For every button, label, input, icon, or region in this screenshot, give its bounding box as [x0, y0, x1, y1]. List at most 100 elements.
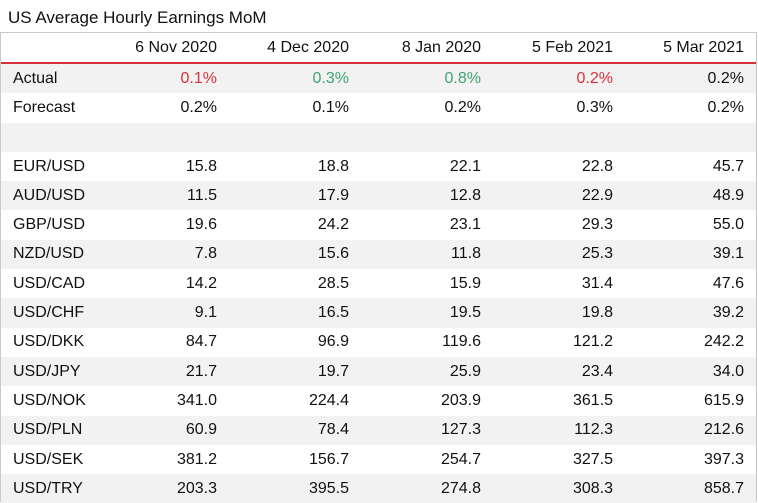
table-row: USD/TRY 203.3 395.5 274.8 308.3 858.7 [1, 474, 756, 503]
forecast-value: 0.1% [312, 98, 349, 116]
actual-value: 0.2% [576, 69, 613, 87]
table-row: USD/CAD 14.2 28.5 15.9 31.4 47.6 [1, 269, 756, 298]
table-cell: 274.8 [440, 479, 481, 497]
column-header: 4 Dec 2020 [267, 38, 349, 56]
table-cell: 47.6 [712, 274, 744, 292]
table-cell: 22.8 [581, 157, 613, 175]
table-cell: 60.9 [185, 421, 217, 439]
table-cell: 381.2 [176, 450, 217, 468]
table-cell: 19.8 [581, 304, 613, 322]
table-row: USD/DKK 84.7 96.9 119.6 121.2 242.2 [1, 328, 756, 357]
table-cell: 156.7 [308, 450, 349, 468]
table-cell: 858.7 [703, 479, 744, 497]
row-label: GBP/USD [13, 216, 86, 234]
actual-value: 0.2% [707, 69, 744, 87]
table-row: USD/NOK 341.0 224.4 203.9 361.5 615.9 [1, 386, 756, 415]
table-cell: 615.9 [703, 391, 744, 409]
table-cell: 361.5 [572, 391, 613, 409]
table-cell: 15.6 [317, 245, 349, 263]
table-cell: 19.6 [185, 216, 217, 234]
table-cell: 24.2 [317, 216, 349, 234]
spacer-row [1, 122, 756, 152]
table-cell: 23.1 [449, 216, 481, 234]
table-cell: 254.7 [440, 450, 481, 468]
table-cell: 48.9 [712, 186, 744, 204]
table-cell: 15.9 [449, 274, 481, 292]
row-label: EUR/USD [13, 157, 86, 175]
table-cell: 17.9 [317, 186, 349, 204]
table-cell: 395.5 [308, 479, 349, 497]
table-cell: 341.0 [176, 391, 217, 409]
column-header: 8 Jan 2020 [401, 38, 481, 56]
table-row: USD/JPY 21.7 19.7 25.9 23.4 34.0 [1, 356, 756, 387]
table-cell: 25.9 [449, 362, 481, 380]
table-cell: 23.4 [581, 362, 613, 380]
table-row: USD/PLN 60.9 78.4 127.3 112.3 212.6 [1, 415, 756, 445]
header-row: 6 Nov 2020 4 Dec 2020 8 Jan 2020 5 Feb 2… [1, 33, 756, 64]
column-header: 5 Feb 2021 [532, 38, 613, 56]
table-cell: 121.2 [572, 333, 613, 351]
column-header: 5 Mar 2021 [663, 38, 744, 56]
row-label: Forecast [13, 98, 76, 116]
table-cell: 327.5 [572, 450, 613, 468]
table-cell: 39.1 [712, 245, 744, 263]
column-header: 6 Nov 2020 [135, 38, 217, 56]
table-cell: 127.3 [440, 421, 481, 439]
table-title: US Average Hourly Earnings MoM [8, 8, 267, 27]
forecast-row: Forecast 0.2% 0.1% 0.2% 0.3% 0.2% [1, 93, 756, 122]
table-cell: 45.7 [712, 157, 744, 175]
table-cell: 224.4 [308, 391, 349, 409]
table-cell: 15.8 [185, 157, 217, 175]
table-cell: 18.8 [317, 157, 349, 175]
actual-value: 0.8% [444, 69, 481, 87]
row-label: Actual [13, 69, 58, 87]
row-label: USD/JPY [13, 362, 81, 380]
table-cell: 203.9 [440, 391, 481, 409]
table-row: NZD/USD 7.8 15.6 11.8 25.3 39.1 [1, 239, 756, 270]
table-row: USD/CHF 9.1 16.5 19.5 19.8 39.2 [1, 298, 756, 328]
row-label: USD/DKK [13, 333, 85, 351]
forecast-value: 0.2% [707, 98, 744, 116]
table-cell: 11.5 [187, 186, 217, 204]
table-cell: 21.7 [185, 362, 217, 380]
table-cell: 22.1 [449, 157, 481, 175]
forecast-value: 0.2% [444, 98, 481, 116]
row-label: USD/NOK [13, 391, 86, 409]
row-label: NZD/USD [13, 245, 85, 263]
table-cell: 16.5 [317, 304, 349, 322]
row-label: USD/SEK [13, 450, 84, 468]
row-label: USD/TRY [13, 479, 83, 497]
table-cell: 7.8 [194, 245, 217, 263]
table-cell: 12.8 [449, 186, 481, 204]
actual-value: 0.1% [180, 69, 217, 87]
table-row: GBP/USD 19.6 24.2 23.1 29.3 55.0 [1, 210, 756, 239]
table-cell: 308.3 [572, 479, 613, 497]
row-label: AUD/USD [13, 186, 86, 204]
table-cell: 84.7 [185, 333, 217, 351]
table-cell: 78.4 [317, 421, 349, 439]
table-cell: 19.7 [317, 362, 349, 380]
earnings-table: 6 Nov 2020 4 Dec 2020 8 Jan 2020 5 Feb 2… [0, 32, 757, 503]
table-cell: 31.4 [581, 274, 613, 292]
table-cell: 29.3 [581, 216, 613, 234]
table-cell: 9.1 [194, 304, 217, 322]
forecast-value: 0.3% [576, 98, 613, 116]
table-cell: 22.9 [581, 186, 613, 204]
table-cell: 242.2 [703, 333, 744, 351]
actual-value: 0.3% [312, 69, 349, 87]
forecast-value: 0.2% [180, 98, 217, 116]
table-row: AUD/USD 11.5 17.9 12.8 22.9 48.9 [1, 181, 756, 211]
table-cell: 28.5 [317, 274, 349, 292]
row-label: USD/PLN [13, 421, 83, 439]
table-cell: 39.2 [712, 304, 744, 322]
table-cell: 112.3 [574, 421, 613, 439]
table-cell: 34.0 [712, 362, 744, 380]
pair-rows: EUR/USD 15.8 18.8 22.1 22.8 45.7 AUD/USD 11.5 17… [1, 152, 756, 503]
table-cell: 96.9 [317, 333, 349, 351]
table-cell: 11.8 [451, 245, 481, 263]
table-cell: 55.0 [712, 216, 744, 234]
table-cell: 19.5 [449, 304, 481, 322]
table-cell: 203.3 [176, 479, 217, 497]
table-row: USD/SEK 381.2 156.7 254.7 327.5 397.3 [1, 445, 756, 474]
table-row: EUR/USD 15.8 18.8 22.1 22.8 45.7 [1, 152, 756, 181]
